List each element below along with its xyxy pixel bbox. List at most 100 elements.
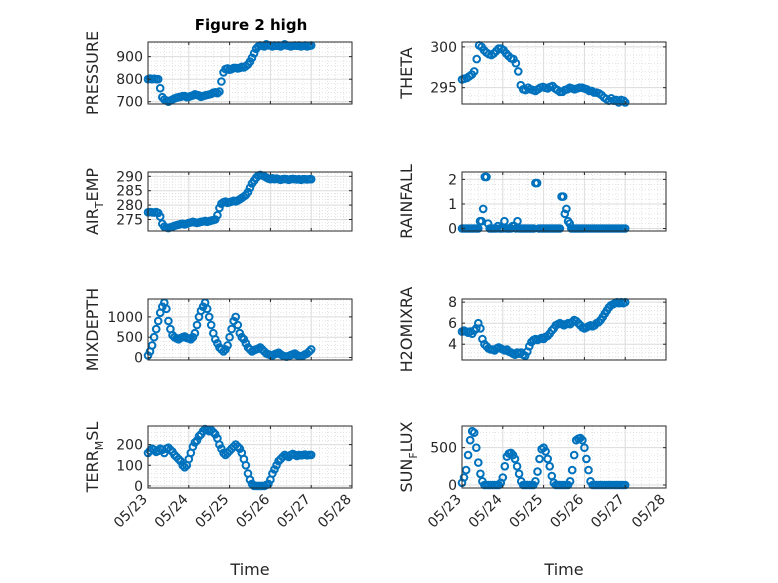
data-point xyxy=(520,351,530,361)
data-point xyxy=(465,435,475,445)
data-point xyxy=(188,442,198,452)
data-point xyxy=(474,458,483,467)
axes-box xyxy=(461,298,667,361)
y-tick-label: 1 xyxy=(448,197,457,213)
y-tick-label: 290 xyxy=(116,169,143,185)
data-point xyxy=(272,461,281,470)
data-point xyxy=(463,450,473,460)
figure-title: Figure 2 high xyxy=(195,16,308,34)
data-point xyxy=(620,224,630,233)
axes-box xyxy=(461,171,667,232)
data-point xyxy=(155,212,165,221)
data-point xyxy=(192,320,202,330)
data-point xyxy=(620,98,630,107)
data-point xyxy=(213,339,222,348)
data-point xyxy=(217,444,226,454)
y-tick-label: 700 xyxy=(116,95,143,111)
data-point xyxy=(476,324,485,333)
data-point xyxy=(264,479,273,489)
subplot-4: 0 1 2 RAINFALL xyxy=(397,164,667,239)
y-axis-label: PRESSURE xyxy=(83,31,102,115)
data-point xyxy=(498,473,508,482)
y-tick-label: 280 xyxy=(116,198,143,214)
data-point xyxy=(223,341,232,350)
data-point xyxy=(215,203,224,213)
data-point xyxy=(532,178,542,188)
y-tick-label: 500 xyxy=(116,330,143,346)
data-point xyxy=(190,328,200,338)
y-tick-label: 800 xyxy=(116,72,143,88)
data-point xyxy=(153,74,163,84)
data-point xyxy=(176,456,185,466)
tick-marks xyxy=(147,426,353,488)
y-tick-label: 285 xyxy=(116,184,143,200)
data-point xyxy=(558,192,568,201)
data-series xyxy=(457,172,630,233)
y-axis-label: H2OMIXRA xyxy=(397,287,416,373)
data-point xyxy=(525,342,534,351)
y-axis-label: AIRTEMP xyxy=(83,168,106,235)
subplot-1: 700 800 900 PRESSURE xyxy=(83,31,353,115)
data-point xyxy=(584,465,593,475)
data-point xyxy=(541,447,550,456)
y-axis-label: TERRMSL xyxy=(83,422,106,494)
data-point xyxy=(560,209,570,219)
data-point xyxy=(162,304,171,314)
data-point xyxy=(241,461,251,470)
y-tick-label: 0 xyxy=(448,478,457,494)
y-tick-label: 2 xyxy=(448,172,457,188)
axes-box xyxy=(147,41,353,105)
data-point xyxy=(213,210,222,220)
data-point xyxy=(215,87,224,96)
data-point xyxy=(245,475,255,485)
data-point xyxy=(194,432,204,441)
data-point xyxy=(164,316,173,326)
data-point xyxy=(202,304,212,314)
data-series xyxy=(143,170,316,233)
data-point xyxy=(233,320,243,330)
data-point xyxy=(461,465,471,475)
tick-marks xyxy=(147,299,353,360)
y-tick-label: 6 xyxy=(448,316,457,332)
data-point xyxy=(565,477,575,486)
tick-marks xyxy=(461,299,667,360)
data-point xyxy=(469,67,479,76)
y-tick-label: 900 xyxy=(116,50,143,66)
data-point xyxy=(500,216,509,226)
data-point xyxy=(500,462,510,471)
data-point xyxy=(476,469,485,479)
data-point xyxy=(459,473,469,482)
data-point xyxy=(245,183,255,193)
data-point xyxy=(306,345,316,354)
axes-box xyxy=(147,171,353,232)
y-tick-label: 295 xyxy=(430,81,457,97)
data-point xyxy=(233,442,243,452)
data-point xyxy=(306,450,316,460)
subplot-5: 0 500 1000 MIXDEPTH xyxy=(83,288,353,371)
data-point xyxy=(225,332,234,342)
data-point xyxy=(482,172,491,182)
y-tick-label: 1000 xyxy=(107,310,143,326)
data-point xyxy=(510,454,520,464)
data-series xyxy=(143,424,316,491)
y-tick-label: 0 xyxy=(134,479,143,495)
y-axis-label: RAINFALL xyxy=(397,164,416,239)
data-point xyxy=(562,204,571,214)
data-point xyxy=(531,477,540,486)
y-tick-label: 4 xyxy=(448,337,457,353)
data-point xyxy=(545,462,555,471)
y-tick-label: 300 xyxy=(430,40,457,56)
y-tick-label: 8 xyxy=(448,295,457,311)
data-point xyxy=(478,204,488,214)
tick-marks xyxy=(147,42,353,104)
data-point xyxy=(513,216,522,226)
y-axis-label: THETA xyxy=(397,47,416,99)
data-point xyxy=(533,467,542,476)
axes-box xyxy=(461,41,667,105)
data-point xyxy=(174,454,183,464)
data-point xyxy=(151,324,161,334)
data-point xyxy=(231,312,240,322)
data-point xyxy=(514,67,523,76)
